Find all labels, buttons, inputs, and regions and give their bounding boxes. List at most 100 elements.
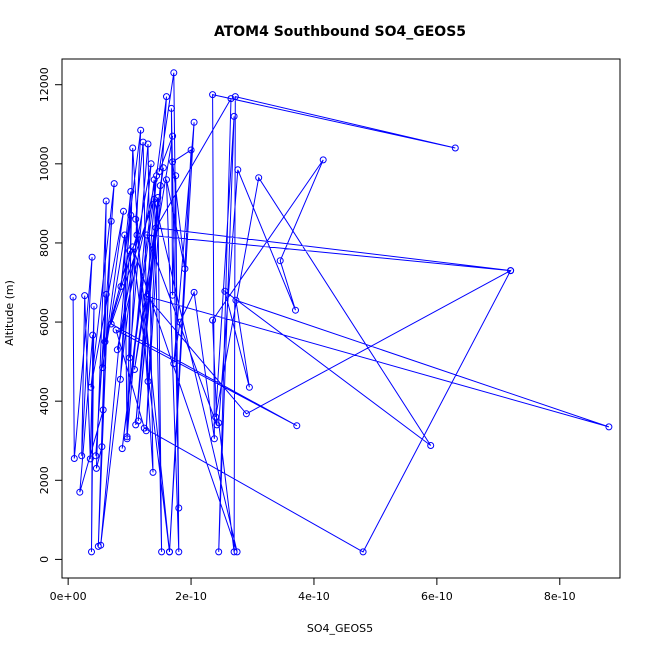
data-point xyxy=(166,548,173,556)
data-point xyxy=(110,180,118,188)
y-tick-label: 0 xyxy=(38,556,51,563)
y-tick-label: 4000 xyxy=(38,387,51,415)
data-point xyxy=(116,375,124,383)
data-point xyxy=(169,132,177,140)
data-point xyxy=(133,231,141,239)
data-point xyxy=(167,104,175,112)
data-point xyxy=(107,320,115,328)
data-point xyxy=(134,417,142,425)
data-point xyxy=(213,421,221,429)
data-point xyxy=(70,455,78,462)
data-point xyxy=(451,144,459,152)
x-tick-label: 8e-10 xyxy=(544,590,576,603)
data-point xyxy=(102,290,110,298)
data-point xyxy=(215,419,223,427)
data-point xyxy=(170,69,178,77)
data-point xyxy=(123,435,131,443)
data-point xyxy=(139,138,147,146)
data-point xyxy=(90,302,98,310)
data-point xyxy=(69,293,77,301)
data-point xyxy=(156,182,164,190)
data-point xyxy=(427,442,435,449)
data-point xyxy=(276,257,284,265)
data-point xyxy=(190,118,198,126)
data-point xyxy=(230,548,238,556)
data-point xyxy=(245,383,253,391)
chart-title: ATOM4 Southbound SO4_GEOS5 xyxy=(214,24,466,40)
data-point xyxy=(175,548,183,556)
data-point xyxy=(215,548,223,556)
data-point xyxy=(127,211,135,219)
data-point xyxy=(101,338,109,346)
y-tick-label: 10000 xyxy=(38,146,51,181)
data-point xyxy=(152,224,160,232)
data-point xyxy=(97,541,105,549)
data-point xyxy=(92,452,100,460)
data-point xyxy=(131,366,138,373)
data-point xyxy=(233,548,241,556)
y-axis-label: Altitude (m) xyxy=(3,280,16,346)
y-axis: 0 2000 4000 6000 8000 10000 12000 xyxy=(38,67,62,563)
data-point xyxy=(132,215,140,223)
x-tick-label: 4e-10 xyxy=(298,590,330,603)
data-point xyxy=(187,146,195,154)
data-point xyxy=(221,287,229,295)
data-point xyxy=(292,306,299,314)
data-point xyxy=(99,406,107,414)
data-point xyxy=(126,354,134,362)
data-point xyxy=(159,164,167,172)
plot-area xyxy=(69,69,613,556)
data-point xyxy=(232,296,240,304)
data-point xyxy=(507,267,515,275)
y-tick-label: 6000 xyxy=(38,308,51,336)
data-point xyxy=(210,435,218,443)
data-point xyxy=(155,168,163,176)
x-tick-label: 0e+00 xyxy=(50,590,87,603)
data-point xyxy=(144,377,152,385)
data-point xyxy=(147,160,155,168)
data-point xyxy=(190,288,198,296)
data-point xyxy=(170,360,178,368)
data-point xyxy=(76,488,84,496)
data-point xyxy=(255,174,263,182)
data-point xyxy=(181,265,189,273)
data-point xyxy=(121,231,129,239)
data-point xyxy=(158,548,166,556)
data-point xyxy=(172,172,180,180)
data-point xyxy=(99,364,107,372)
data-point xyxy=(88,253,96,261)
data-point xyxy=(129,243,137,251)
data-point xyxy=(127,188,135,195)
data-point xyxy=(137,126,145,134)
data-point xyxy=(227,95,235,103)
data-point xyxy=(169,291,177,299)
data-point xyxy=(113,346,121,354)
series-line xyxy=(72,72,610,553)
data-point xyxy=(129,144,137,152)
x-axis-label: SO4_GEOS5 xyxy=(307,622,373,635)
data-point xyxy=(78,452,86,460)
y-tick-label: 8000 xyxy=(38,229,51,257)
data-point xyxy=(112,326,120,334)
data-point xyxy=(176,318,184,326)
x-axis: 0e+00 2e-10 4e-10 6e-10 8e-10 xyxy=(50,578,576,603)
data-point xyxy=(120,207,127,215)
data-point xyxy=(150,195,158,203)
plot-frame xyxy=(61,58,621,579)
data-point xyxy=(149,468,157,476)
data-point xyxy=(359,548,367,556)
data-point xyxy=(209,91,217,99)
data-point xyxy=(86,455,94,463)
data-point xyxy=(212,413,220,421)
data-point xyxy=(89,331,97,339)
data-point xyxy=(117,283,125,290)
data-point xyxy=(143,231,151,239)
data-point xyxy=(123,433,131,441)
data-point xyxy=(163,93,170,101)
data-point xyxy=(605,423,613,431)
data-point xyxy=(234,166,242,174)
data-point xyxy=(175,504,183,512)
data-point xyxy=(209,316,217,324)
data-point xyxy=(92,464,100,472)
